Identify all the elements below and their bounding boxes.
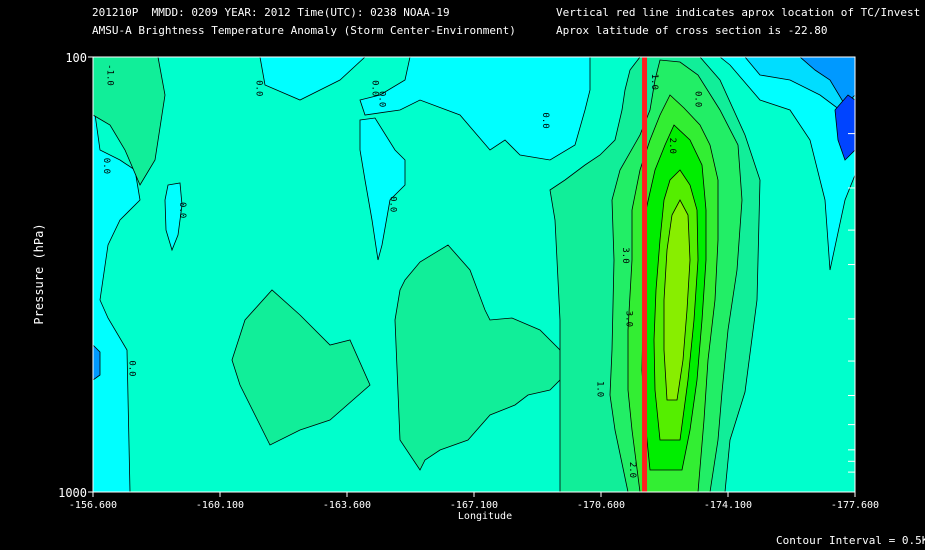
contour-label: 3.0 bbox=[620, 247, 630, 263]
contour-label: 0.0 bbox=[369, 80, 379, 96]
fill-level-1.0 bbox=[231, 289, 371, 446]
x-tick-label: -160.100 bbox=[196, 500, 244, 511]
cyan-island bbox=[359, 117, 406, 261]
y-axis-label: Pressure (hPa) bbox=[32, 223, 46, 324]
contour-label: 0.0 bbox=[126, 360, 136, 376]
fill-level-minus-0.5 bbox=[93, 344, 101, 381]
contour-label: -1.0 bbox=[105, 64, 115, 86]
contour-label: 1.0 bbox=[594, 381, 604, 397]
fill-level-minus-1.5 bbox=[834, 94, 855, 161]
fill-level-1.0 bbox=[93, 57, 166, 186]
contour-label: 1.0 bbox=[649, 74, 659, 90]
chart-title: AMSU-A Brightness Temperature Anomaly (S… bbox=[92, 24, 516, 37]
y-axis: 100 1000 bbox=[58, 51, 855, 500]
x-axis: -156.600 -160.100 -163.600 -167.100 -170.600… bbox=[69, 492, 879, 511]
x-tick-label: -163.600 bbox=[323, 500, 371, 511]
x-tick-label: -170.600 bbox=[577, 500, 625, 511]
x-axis-label: Longitude bbox=[458, 511, 512, 522]
y-tick-label: 1000 bbox=[58, 486, 87, 500]
contour-label: 0.0 bbox=[692, 91, 702, 107]
contour-label: 0.0 bbox=[377, 91, 387, 107]
red-line-note: Vertical red line indicates aprox locati… bbox=[556, 6, 921, 19]
contour-label: 0.0 bbox=[177, 202, 187, 218]
contour-field: -1.00.0 0.00.00.00.0 0.00.00.01.00.02.03.0… bbox=[93, 57, 855, 492]
contour-label: 0.0 bbox=[540, 112, 550, 128]
fill-level-3.5 bbox=[663, 199, 691, 401]
x-tick-label: -156.600 bbox=[69, 500, 117, 511]
x-tick-label: -177.600 bbox=[831, 500, 879, 511]
contour-label: 0.0 bbox=[388, 196, 398, 212]
contour-interval-note: Contour Interval = 0.5K bbox=[776, 534, 925, 547]
contour-labels: -1.00.0 0.00.00.00.0 0.00.00.01.00.02.03.0… bbox=[101, 64, 702, 478]
x-tick-label: -174.100 bbox=[704, 500, 752, 511]
header-info-line: 201210P MMDD: 0209 YEAR: 2012 Time(UTC):… bbox=[92, 6, 450, 19]
cyan-island bbox=[164, 182, 183, 252]
contour-label: 3.0 bbox=[623, 311, 633, 327]
x-tick-label: -167.100 bbox=[450, 500, 498, 511]
contour-label: 0.0 bbox=[101, 158, 111, 174]
contour-label: 2.0 bbox=[627, 462, 637, 478]
contour-label: 2.0 bbox=[667, 138, 677, 154]
latitude-note: Aprox latitude of cross section is -22.8… bbox=[556, 24, 828, 37]
y-tick-label: 100 bbox=[65, 51, 87, 65]
contour-label: 0.0 bbox=[253, 80, 263, 96]
